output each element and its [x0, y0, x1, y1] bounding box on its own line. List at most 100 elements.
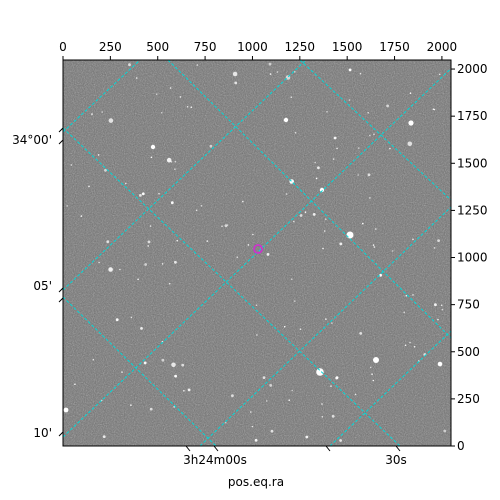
star: [269, 73, 272, 75]
star: [323, 230, 326, 232]
star: [80, 215, 83, 217]
star: [139, 194, 142, 197]
star: [88, 185, 90, 188]
star: [333, 136, 337, 140]
star: [367, 173, 371, 177]
star: [161, 263, 164, 265]
grid-line: [167, 60, 451, 339]
star: [443, 429, 447, 433]
star: [322, 247, 324, 250]
y-tick-label: 1000: [457, 251, 488, 265]
grid-line: [299, 60, 451, 201]
star: [234, 81, 238, 85]
star: [335, 376, 339, 379]
ra-tick-label-1: 3h24m00s: [183, 453, 247, 467]
star: [438, 73, 441, 76]
star: [325, 218, 327, 220]
star: [101, 111, 103, 113]
star: [331, 322, 333, 324]
star: [314, 161, 317, 164]
star: [183, 390, 185, 392]
star: [130, 316, 133, 319]
star: [158, 192, 160, 195]
star: [276, 71, 279, 73]
star: [106, 240, 110, 244]
star: [255, 304, 258, 307]
star: [171, 362, 176, 368]
plot-frame: [62, 59, 452, 447]
star: [226, 224, 229, 226]
star: [170, 201, 174, 205]
star: [242, 200, 244, 203]
star: [325, 318, 327, 320]
star: [386, 104, 389, 108]
star: [369, 366, 372, 369]
x-axis-label: pos.eq.ra: [228, 475, 284, 489]
x-tick-label: 500: [146, 40, 169, 54]
star: [91, 113, 93, 115]
star: [299, 214, 303, 217]
star: [262, 376, 266, 379]
star: [231, 394, 234, 398]
star: [66, 205, 68, 207]
star: [294, 132, 297, 134]
star: [247, 244, 250, 246]
star: [299, 328, 302, 331]
x-tick-label: 1250: [285, 40, 316, 54]
star: [174, 160, 177, 163]
y-tick-label: 250: [457, 392, 480, 406]
grid-line: [63, 67, 451, 438]
star: [232, 71, 238, 77]
star: [135, 77, 138, 79]
star: [407, 141, 413, 147]
y-tick-label: 0: [457, 439, 465, 453]
star: [149, 225, 152, 227]
dec-tick-marks: [58, 127, 64, 437]
star: [293, 220, 295, 223]
star: [196, 64, 199, 66]
dec-tick-label-3: 10': [33, 426, 52, 440]
star-field: [63, 62, 447, 442]
star: [190, 106, 193, 108]
star: [174, 168, 176, 170]
grid-line: [63, 127, 401, 446]
star: [404, 344, 407, 347]
star: [269, 384, 273, 387]
star: [155, 93, 158, 95]
x-tick-label: 1500: [332, 40, 363, 54]
star: [389, 147, 391, 150]
star: [270, 429, 274, 433]
star: [179, 96, 182, 98]
star: [92, 358, 95, 361]
star: [266, 400, 268, 402]
star: [251, 425, 254, 428]
star: [256, 334, 258, 336]
star: [357, 174, 360, 176]
y-tick-label: 1750: [457, 109, 488, 123]
star: [409, 92, 412, 94]
star: [254, 438, 258, 442]
pixel-x-ticks: 0 250 500 750 1000 1250 1500 1750 2000: [59, 40, 457, 60]
star: [224, 421, 227, 424]
star: [186, 106, 189, 108]
star: [367, 112, 370, 114]
star: [98, 261, 100, 264]
star: [409, 341, 411, 344]
bright-star: [319, 187, 325, 193]
star: [108, 267, 113, 272]
star: [291, 278, 293, 281]
x-tick-label: 250: [99, 40, 122, 54]
star: [437, 239, 440, 243]
star: [321, 403, 323, 405]
star: [150, 156, 153, 159]
y-tick-label: 750: [457, 298, 480, 312]
star: [321, 416, 324, 418]
star: [74, 383, 76, 386]
star: [440, 304, 443, 307]
x-tick-label: 750: [194, 40, 217, 54]
star: [403, 311, 406, 314]
ra-tick-label-2: 30s: [385, 453, 407, 467]
star: [405, 294, 408, 297]
y-tick-label: 500: [457, 345, 480, 359]
star: [181, 363, 185, 367]
